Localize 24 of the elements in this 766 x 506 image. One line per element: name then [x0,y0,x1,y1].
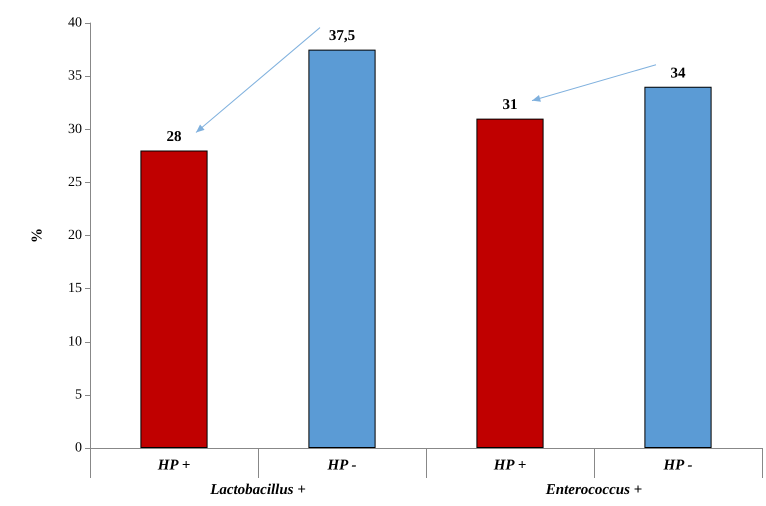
x-tick-label: HP + [492,458,526,474]
data-label: 28 [166,129,182,145]
bar [644,86,712,448]
y-tick-label: 0 [75,440,82,456]
y-tick-label: 35 [68,68,82,84]
x-tick-label: HP + [156,458,190,474]
x-tick-label: HP - [326,458,357,474]
y-tick-label: 10 [68,334,82,350]
bar [308,50,376,448]
x-tick-label: HP - [662,458,693,474]
text: Lactobacillus + [210,482,306,499]
data-label: 31 [502,97,518,114]
y-tick-label: 40 [68,16,82,30]
data-label: 37,5 [328,28,356,44]
bar [476,118,544,448]
y-axis-title: % [30,228,46,243]
text: Enterococcus + [546,482,642,499]
y-tick-label: 25 [68,174,82,190]
y-tick-label: 30 [68,122,82,137]
y-tick-label: 5 [75,387,82,402]
y-tick-label: 20 [68,228,82,243]
bar [140,150,208,448]
data-label: 34 [670,65,686,82]
y-tick-label: 15 [68,281,82,296]
